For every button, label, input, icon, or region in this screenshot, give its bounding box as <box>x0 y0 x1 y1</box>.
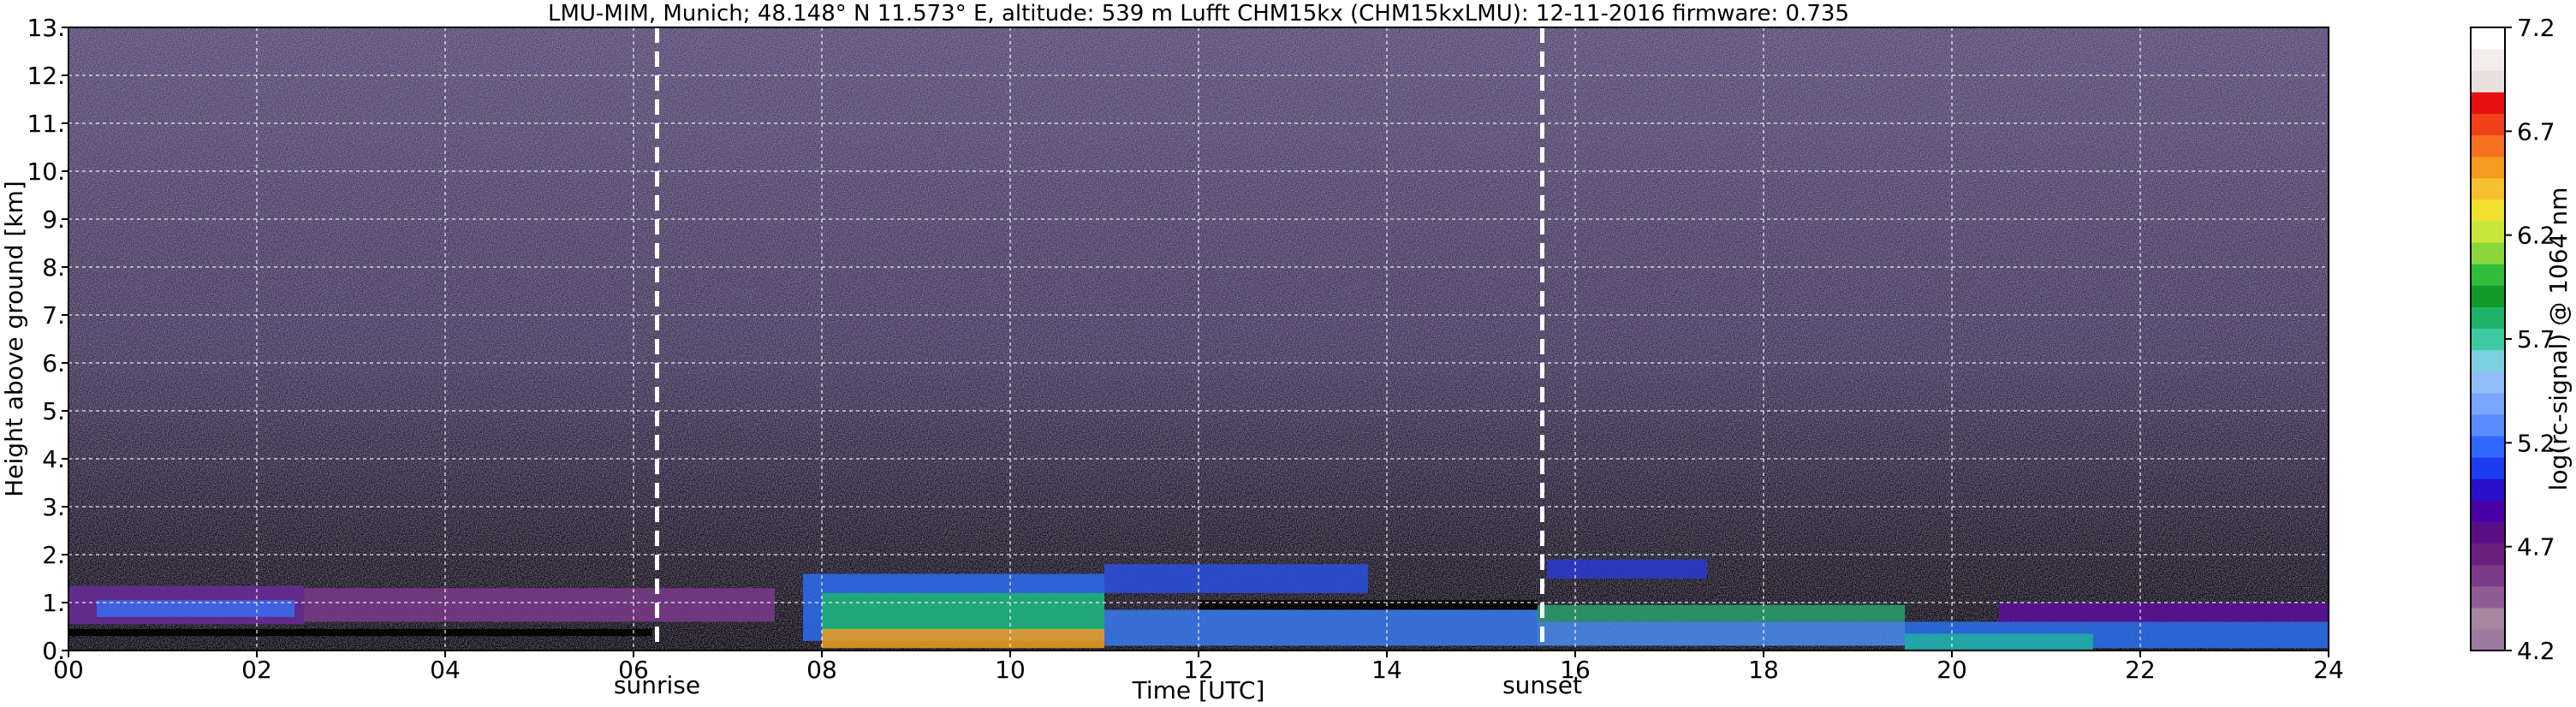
colorbar-tick-label: 5.2 <box>2517 429 2555 457</box>
colorbar-segment <box>2471 435 2505 458</box>
colorbar-segment <box>2471 27 2505 50</box>
colorbar-segment <box>2471 134 2505 157</box>
sunrise-label: sunrise <box>614 671 700 699</box>
x-tick-label: 02 <box>241 656 272 684</box>
x-tick-label: 04 <box>430 656 461 684</box>
chart-title: LMU-MIM, Munich; 48.148° N 11.573° E, al… <box>548 1 1849 27</box>
signal-layer-7 <box>1104 609 1538 646</box>
y-tick-label: 13. <box>27 14 65 42</box>
y-tick-label: 10. <box>27 157 65 186</box>
colorbar-segment <box>2471 628 2505 651</box>
colorbar-segment <box>2471 457 2505 479</box>
sunset-label: sunset <box>1502 671 1582 699</box>
colorbar-segment <box>2471 543 2505 566</box>
colorbar-ticks: 4.2 4.7 5.2 5.7 6.2 6.7 7.2 <box>2505 14 2555 665</box>
colorbar-segment <box>2471 242 2505 264</box>
signal-layer-5 <box>822 592 1104 632</box>
colorbar-segment <box>2471 306 2505 330</box>
y-tick-label: 0. <box>42 637 65 665</box>
y-tick-label: 9. <box>42 205 65 234</box>
signal-layer-8 <box>1199 600 1538 610</box>
x-tick-label: 08 <box>806 656 837 684</box>
y-tick-label: 3. <box>42 493 65 521</box>
colorbar-segment <box>2471 264 2505 286</box>
colorbar-segment <box>2471 285 2505 307</box>
x-axis-label: Time [UTC] <box>1132 676 1265 704</box>
colorbar-segment <box>2471 521 2505 544</box>
plot-area <box>68 27 2329 651</box>
colorbar-label: log(rc-signal) @ 1064 nm <box>2544 187 2573 491</box>
colorbar-segment <box>2471 413 2505 437</box>
colorbar-segment <box>2471 49 2505 71</box>
colorbar-tick-label: 7.2 <box>2517 14 2555 42</box>
x-tick-label: 00 <box>53 656 84 684</box>
y-tick-label: 12. <box>27 62 65 90</box>
y-tick-label: 7. <box>42 301 65 330</box>
x-tick-label: 06 <box>618 656 649 684</box>
signal-layer-11 <box>1538 604 1905 622</box>
y-tick-label: 2. <box>42 541 65 569</box>
x-tick-label: 20 <box>1936 656 1967 684</box>
signal-layer-2 <box>97 600 294 617</box>
colorbar <box>2470 27 2506 651</box>
y-axis-ticks: 0. 1. 2. 3. 4. 5. 6. 7. 8. 9. 10. 11. 12. 13. <box>27 14 68 665</box>
colorbar-segment <box>2471 220 2505 243</box>
y-tick-label: 1. <box>42 589 65 617</box>
signal-layer-9 <box>1104 564 1368 593</box>
signal-layer-14 <box>1905 633 2093 651</box>
signal-layer-10 <box>1538 621 1905 646</box>
colorbar-segment <box>2471 70 2505 92</box>
x-tick-label: 10 <box>995 656 1026 684</box>
x-axis-ticks: 00 02 04 06 08 10 12 14 16 18 20 22 24 <box>53 651 2344 684</box>
colorbar-segment <box>2471 328 2505 351</box>
colorbar-tick-label: 4.2 <box>2517 637 2555 665</box>
colorbar-segment <box>2471 500 2505 522</box>
colorbar-tick-label: 6.2 <box>2517 222 2555 250</box>
sun-event-labels: sunrise sunset <box>614 671 1582 699</box>
colorbar-segment <box>2471 156 2505 179</box>
signal-layer-12 <box>1547 559 1707 579</box>
colorbar-segment <box>2471 199 2505 222</box>
y-axis-label: Height above ground [km] <box>0 181 28 497</box>
x-tick-label: 12 <box>1183 656 1214 684</box>
y-tick-label: 6. <box>42 349 65 377</box>
colorbar-segment <box>2471 177 2505 200</box>
y-tick-label: 5. <box>42 397 65 425</box>
x-tick-label: 22 <box>2125 656 2156 684</box>
colorbar-tick-label: 5.7 <box>2517 325 2555 354</box>
x-tick-label: 24 <box>2313 656 2344 684</box>
colorbar-segment <box>2471 92 2505 115</box>
colorbar-segment <box>2471 585 2505 609</box>
signal-layer-3 <box>304 588 775 622</box>
colorbar-tick-label: 6.7 <box>2517 117 2555 146</box>
colorbar-segment <box>2471 478 2505 501</box>
colorbar-segment <box>2471 392 2505 415</box>
x-tick-label: 16 <box>1560 656 1591 684</box>
signal-layer-15 <box>1999 603 2329 622</box>
colorbar-segment <box>2471 564 2505 587</box>
colorbar-segment <box>2471 371 2505 394</box>
colorbar-segment <box>2471 113 2505 136</box>
colorbar-segment <box>2471 607 2505 630</box>
colorbar-tick-label: 4.7 <box>2517 533 2555 561</box>
y-tick-label: 8. <box>42 253 65 282</box>
colorbar-segment <box>2471 349 2505 372</box>
x-tick-label: 14 <box>1371 656 1402 684</box>
signal-layer-0 <box>68 628 652 637</box>
sun-event-lines <box>655 27 1544 651</box>
y-tick-label: 4. <box>42 445 65 473</box>
x-tick-label: 18 <box>1748 656 1779 684</box>
signal-layer-6 <box>822 628 1104 649</box>
y-tick-label: 11. <box>27 110 65 138</box>
